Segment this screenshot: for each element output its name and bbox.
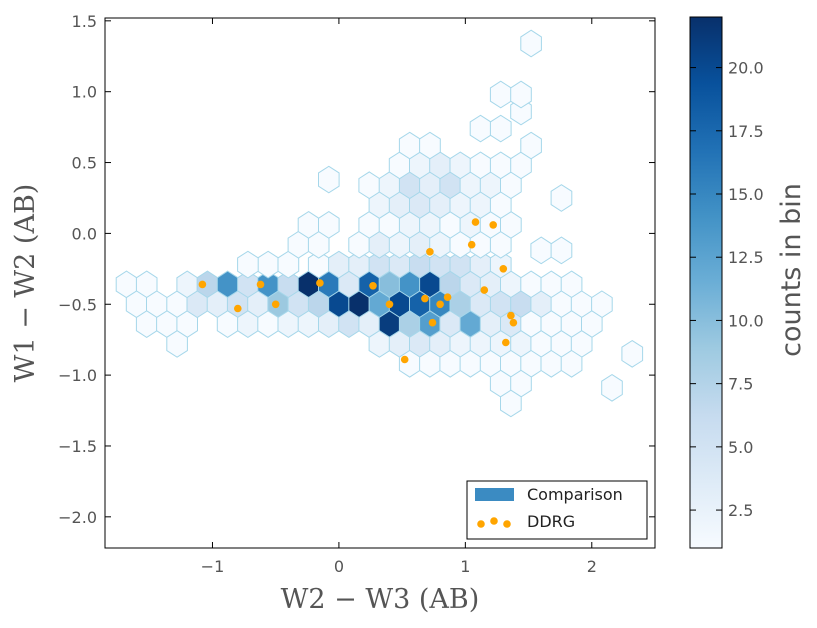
hexbin-cell: [601, 374, 623, 402]
colorbar-tick-label: 15.0: [728, 185, 764, 204]
legend: Comparison DDRG: [466, 480, 648, 540]
y-tick-label: 1.0: [72, 83, 97, 102]
ddrg-scatter-layer: [198, 218, 518, 364]
colorbar-tick-label: 12.5: [728, 248, 764, 267]
ddrg-point: [467, 240, 476, 249]
colorbar-label: counts in bin: [776, 183, 807, 357]
x-tick-label: −1: [201, 557, 225, 576]
legend-marker-ddrg: [477, 517, 511, 528]
ddrg-point: [480, 286, 489, 294]
hexbin-cell: [318, 211, 340, 239]
ddrg-point: [499, 265, 508, 273]
legend-dot: [490, 517, 498, 525]
colorbar-tick-label: 20.0: [728, 59, 764, 78]
hexbin-cell: [318, 165, 340, 194]
y-tick-label: −1.0: [58, 366, 97, 385]
hexbin-cell: [489, 114, 512, 143]
ddrg-point: [271, 300, 280, 309]
ddrg-point: [421, 294, 429, 303]
hexbin-cell: [419, 131, 441, 160]
colorbar-tick-label: 7.5: [728, 375, 753, 394]
colorbar-tick-label: 10.0: [728, 311, 764, 330]
y-axis: 1.5 1.0 0.5 0.0 −0.5 −1.0 −1.5 −2.0: [58, 12, 655, 527]
ddrg-point: [400, 355, 409, 364]
hexbin-cell: [500, 389, 522, 418]
hexbin-cell: [510, 80, 532, 109]
ddrg-point: [509, 318, 518, 327]
colorbar-tick-label: 5.0: [728, 438, 753, 457]
ddrg-point: [234, 304, 242, 313]
colorbar: 2.5 5.0 7.5 10.0 12.5 15.0 17.5 20.0 counts in …: [689, 16, 807, 549]
x-tick-label: 0: [334, 557, 344, 576]
y-tick-label: 1.5: [72, 12, 97, 31]
hexbin-cell: [166, 330, 188, 358]
ddrg-point: [507, 311, 515, 320]
y-tick-label: −1.5: [58, 437, 97, 456]
hexbin-cell: [550, 236, 573, 265]
x-axis-label: W2 − W3 (AB): [281, 584, 480, 615]
y-tick-label: −2.0: [58, 508, 97, 527]
legend-label-comparison: Comparison: [527, 485, 623, 504]
legend-dot: [477, 520, 485, 528]
y-tick-label: −0.5: [58, 295, 97, 314]
legend-dot: [503, 520, 511, 528]
ddrg-point: [369, 282, 377, 290]
ddrg-point: [489, 221, 498, 229]
legend-swatch-comparison: [475, 488, 514, 501]
colorbar-ticks: 2.5 5.0 7.5 10.0 12.5 15.0 17.5 20.0: [690, 59, 764, 520]
colorbar-tick-label: 17.5: [728, 122, 764, 141]
ddrg-point: [256, 280, 265, 289]
x-axis: −1 0 1 2: [201, 18, 597, 576]
y-tick-label: 0.5: [72, 154, 97, 173]
ddrg-point: [502, 338, 510, 347]
hexbin-cell: [520, 131, 542, 160]
hexbin-cell: [237, 250, 259, 279]
ddrg-point: [426, 248, 434, 256]
ddrg-point: [316, 279, 324, 287]
colorbar-gradient: [689, 16, 723, 549]
ddrg-point: [443, 293, 452, 302]
hexbin-cell: [560, 349, 583, 378]
legend-label-ddrg: DDRG: [527, 512, 575, 531]
hexbin-cell: [550, 184, 573, 212]
x-tick-label: 2: [587, 557, 597, 576]
colorbar-tick-label: 2.5: [728, 501, 753, 520]
hexbin-layer: [115, 29, 644, 418]
hexbin-cell: [621, 340, 644, 368]
x-tick-label: 1: [460, 557, 470, 576]
ddrg-point: [198, 280, 207, 289]
ddrg-point: [428, 318, 437, 327]
ddrg-point: [385, 300, 394, 309]
y-tick-label: 0.0: [72, 224, 97, 243]
y-axis-label: W1 − W2 (AB): [10, 184, 41, 383]
hexbin-cell: [520, 29, 542, 58]
ddrg-point: [471, 218, 480, 226]
ddrg-point: [436, 300, 444, 309]
